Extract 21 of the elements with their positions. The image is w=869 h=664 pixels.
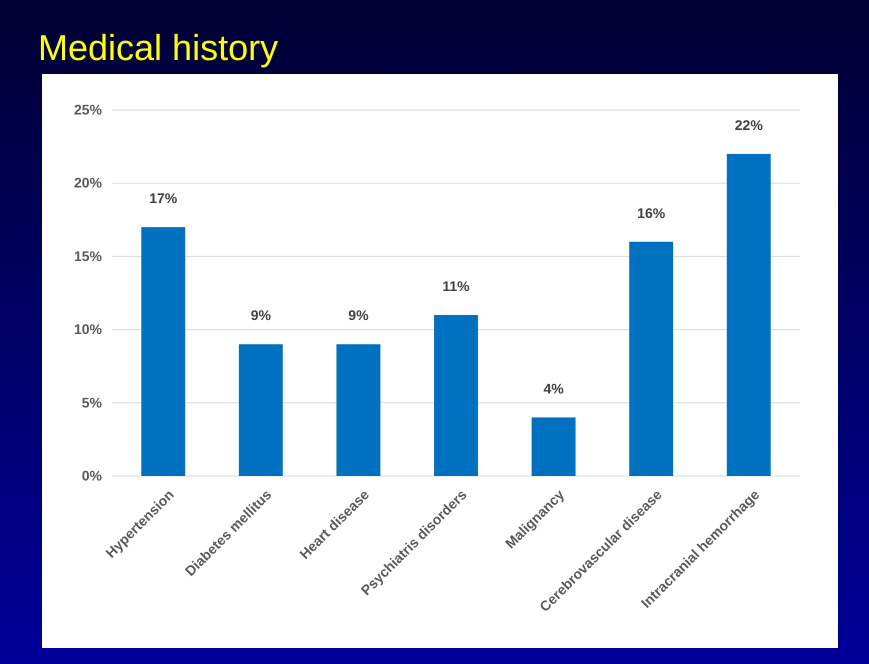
chart-title: Medical history <box>38 27 278 68</box>
y-tick-label: 25% <box>74 101 103 118</box>
bar <box>141 227 186 476</box>
bar <box>629 242 674 476</box>
y-tick-label: 0% <box>82 467 103 484</box>
data-label: 4% <box>543 380 564 396</box>
bar <box>434 314 478 476</box>
bar <box>532 417 576 476</box>
y-tick-label: 5% <box>82 394 103 410</box>
data-label: 9% <box>250 307 272 324</box>
data-label: 16% <box>637 204 666 221</box>
bar <box>336 344 380 476</box>
y-tick-label: 20% <box>74 174 103 191</box>
y-tick-label: 10% <box>74 321 103 338</box>
data-label: 9% <box>348 307 370 324</box>
bar <box>238 344 283 476</box>
bar <box>726 154 771 476</box>
data-label: 17% <box>149 190 178 206</box>
data-label: 22% <box>734 116 764 133</box>
y-tick-label: 15% <box>74 248 103 264</box>
data-label: 11% <box>442 278 470 294</box>
